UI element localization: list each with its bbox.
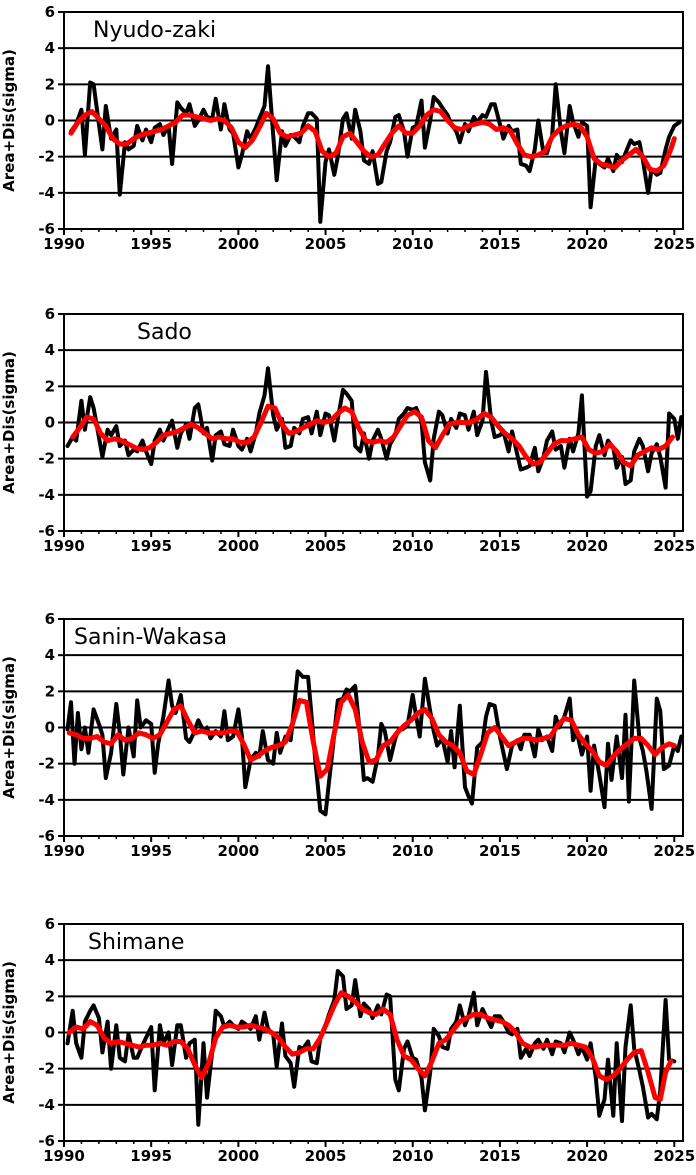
x-tick-label: 1990 [43,235,85,253]
series-line-raw [65,366,684,499]
x-tick-label: 1995 [130,1147,172,1165]
y-tick-label: 2 [45,377,55,395]
x-tick-label: 2015 [479,842,521,860]
x-tick-label: 2000 [217,235,259,253]
y-tick-label: 6 [45,305,55,323]
y-tick-label: -2 [38,450,55,468]
x-tick-label: 2005 [305,1147,347,1165]
panel-title: Sanin-Wakasa [74,625,227,650]
x-tick-label: 2025 [653,842,695,860]
x-tick-label: 2000 [217,1147,259,1165]
panel-title: Shimane [88,930,184,955]
series-line-smoothed [66,990,674,1102]
x-tick-label: 2005 [305,842,347,860]
y-tick-label: -4 [38,184,55,202]
y-tick-label: 0 [45,414,55,432]
y-tick-label: 0 [45,719,55,737]
y-tick-label: -2 [38,755,55,773]
y-tick-label: 6 [45,3,55,21]
y-axis-label: Area+Dis(sigma) [0,49,18,192]
y-tick-label: 6 [45,915,55,933]
x-tick-label: 2015 [479,1147,521,1165]
x-tick-label: 2010 [392,537,434,555]
series-line-raw [69,64,682,224]
x-tick-label: 1990 [43,537,85,555]
panel-title: Nyudo-zaki [93,18,216,43]
series-line-smoothed [68,107,677,174]
x-tick-label: 1990 [43,842,85,860]
x-tick-label: 1995 [130,842,172,860]
x-tick-label: 2025 [653,235,695,253]
x-tick-label: 2020 [566,235,608,253]
x-tick-label: 1995 [130,537,172,555]
x-tick-label: 2020 [566,842,608,860]
x-tick-label: 2015 [479,537,521,555]
x-tick-label: 2010 [392,1147,434,1165]
y-tick-label: -6 [38,1132,55,1150]
y-tick-label: 4 [45,341,55,359]
y-tick-label: 4 [45,951,55,969]
y-tick-label: -2 [38,1060,55,1078]
y-tick-label: 4 [45,646,55,664]
panel-title: Sado [137,320,192,345]
y-tick-label: 6 [45,610,55,628]
y-tick-label: 0 [45,112,55,130]
y-tick-label: -6 [38,522,55,540]
x-tick-label: 2005 [305,235,347,253]
x-tick-label: 2005 [305,537,347,555]
series-line-smoothed [70,403,675,469]
y-tick-label: 4 [45,39,55,57]
y-tick-label: 2 [45,682,55,700]
x-tick-label: 2025 [653,537,695,555]
x-tick-label: 1990 [43,1147,85,1165]
x-tick-label: 2000 [217,537,259,555]
x-tick-label: 2020 [566,537,608,555]
y-tick-label: -6 [38,220,55,238]
y-axis-label: Area+Dis(sigma) [0,351,18,494]
x-tick-label: 2010 [392,235,434,253]
x-tick-label: 2025 [653,1147,695,1165]
x-tick-label: 2015 [479,235,521,253]
y-axis-label: Area+Dis(sigma) [0,961,18,1104]
y-tick-label: -6 [38,827,55,845]
series-line-raw [65,669,684,817]
y-axis-label: Area+Dis(sigma) [0,656,18,799]
y-tick-label: 0 [45,1024,55,1042]
y-tick-label: -4 [38,1096,55,1114]
y-tick-label: -4 [38,486,55,504]
y-tick-label: -4 [38,791,55,809]
x-tick-label: 2000 [217,842,259,860]
y-tick-label: -2 [38,148,55,166]
x-tick-label: 2010 [392,842,434,860]
x-tick-label: 1995 [130,235,172,253]
y-tick-label: 2 [45,75,55,93]
y-tick-label: 2 [45,987,55,1005]
x-tick-label: 2020 [566,1147,608,1165]
series-line-smoothed [66,692,677,779]
